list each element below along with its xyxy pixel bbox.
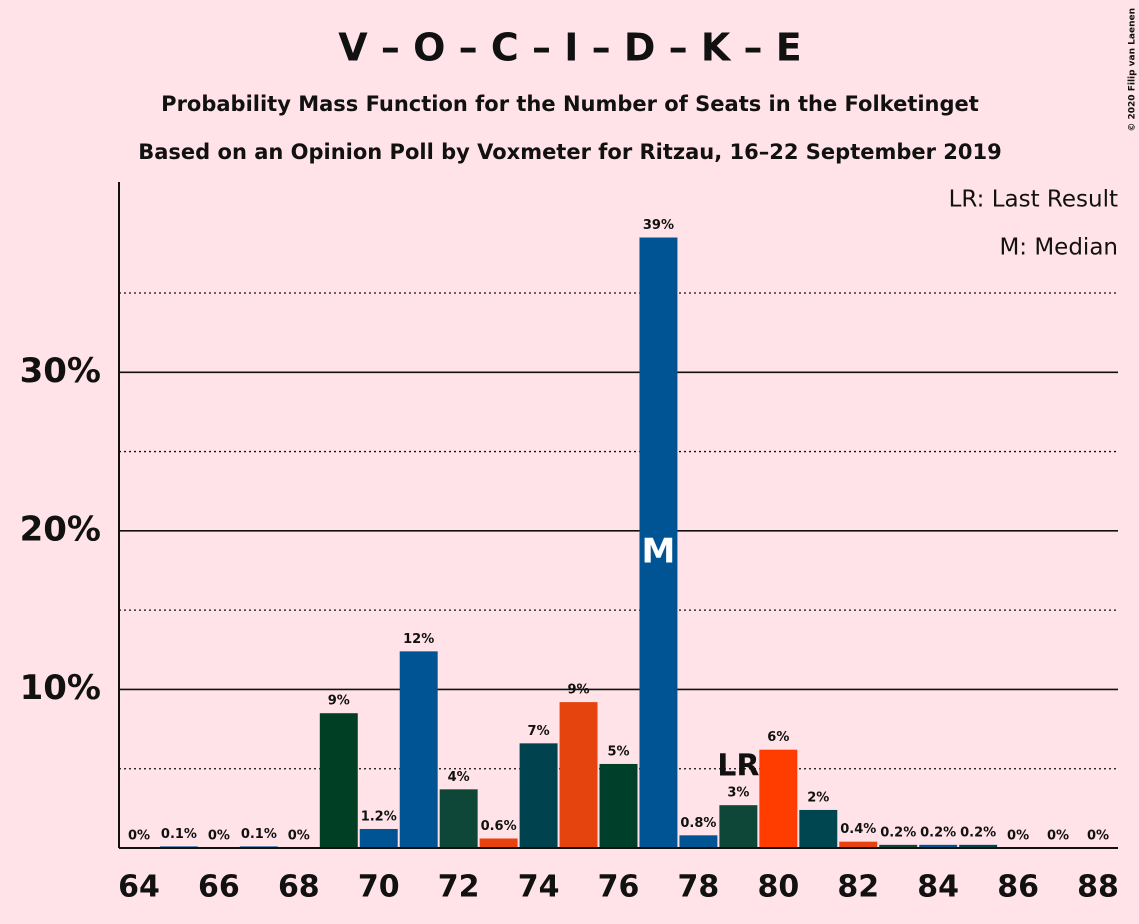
y-tick-label: 10% [20, 668, 101, 708]
bar [519, 743, 558, 848]
x-tick-label: 82 [837, 870, 879, 905]
value-label: 0% [1047, 829, 1069, 844]
x-tick-label: 68 [278, 870, 320, 905]
bar [559, 702, 598, 848]
value-label: 0% [288, 829, 310, 844]
value-label: 0.4% [840, 822, 876, 837]
value-label: 39% [643, 218, 674, 233]
copyright: © 2020 Filip van Laenen [1128, 8, 1138, 132]
bar [919, 844, 958, 848]
value-label: 0.2% [920, 825, 956, 840]
x-tick-label: 80 [757, 870, 799, 905]
chart-subtitle: Based on an Opinion Poll by Voxmeter for… [138, 140, 1002, 164]
bar [679, 835, 718, 848]
x-tick-label: 74 [518, 870, 560, 905]
value-label: 5% [607, 744, 629, 759]
y-tick-label: 30% [20, 351, 101, 391]
value-label: 2% [807, 790, 829, 805]
bar [959, 844, 998, 848]
x-tick-label: 66 [198, 870, 240, 905]
value-label: 4% [448, 770, 470, 785]
x-tick-label: 86 [997, 870, 1039, 905]
x-tick-label: 70 [358, 870, 400, 905]
chart-subtitle: Probability Mass Function for the Number… [161, 92, 979, 116]
x-tick-label: 88 [1077, 870, 1119, 905]
value-label: 0% [1007, 829, 1029, 844]
bar [879, 844, 918, 848]
median-marker: M [642, 532, 676, 572]
bar [439, 789, 478, 848]
x-tick-label: 76 [598, 870, 640, 905]
chart-title: V – O – C – I – D – K – E [338, 26, 801, 70]
value-label: 7% [528, 724, 550, 739]
bar [719, 805, 758, 848]
value-label: 0.2% [880, 825, 916, 840]
bar [639, 237, 678, 848]
y-tick-label: 20% [20, 509, 101, 549]
bar [399, 651, 438, 848]
x-tick-label: 84 [917, 870, 959, 905]
x-tick-label: 72 [438, 870, 480, 905]
value-label: 0% [208, 829, 230, 844]
bar [479, 838, 518, 848]
bar [359, 828, 398, 848]
bar [759, 749, 798, 848]
bar [839, 841, 878, 848]
x-tick-label: 64 [118, 870, 160, 905]
value-label: 9% [568, 683, 590, 698]
value-label: 0.1% [241, 827, 277, 842]
value-label: 0% [128, 829, 150, 844]
legend-entry: LR: Last Result [949, 187, 1118, 213]
value-label: 12% [403, 632, 434, 647]
value-label: 0.2% [960, 825, 996, 840]
value-label: 9% [328, 694, 350, 709]
value-label: 0.6% [481, 819, 517, 834]
legend-entry: M: Median [999, 235, 1118, 261]
value-label: 0.1% [161, 827, 197, 842]
bar [799, 809, 838, 848]
last-result-marker: LR [717, 749, 759, 784]
value-label: 1.2% [361, 809, 397, 824]
value-label: 0.8% [680, 816, 716, 831]
bar [319, 713, 358, 848]
value-label: 6% [767, 730, 789, 745]
x-tick-label: 78 [678, 870, 720, 905]
bar [599, 763, 638, 848]
value-label: 3% [727, 786, 749, 801]
value-label: 0% [1087, 829, 1109, 844]
